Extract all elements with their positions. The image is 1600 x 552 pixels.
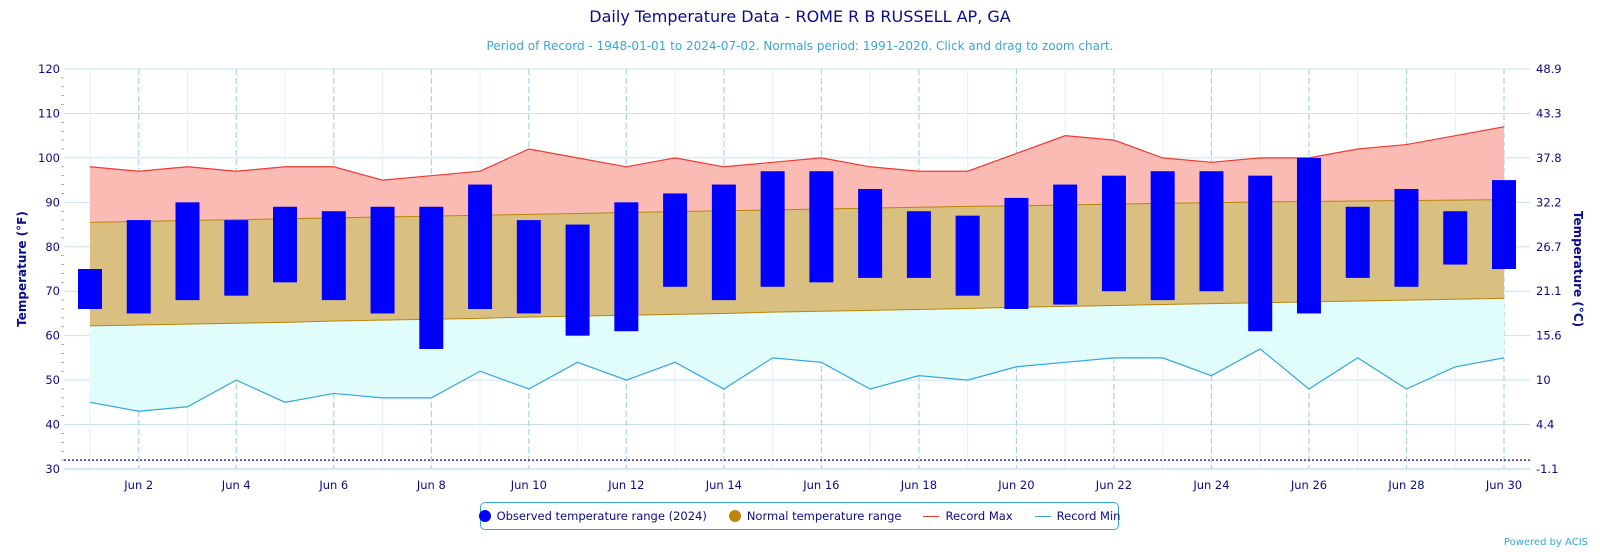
legend-record-max-label: Record Max	[945, 509, 1013, 523]
observed-bar-jun-10	[516, 220, 541, 314]
y-tick-label-left: 110	[38, 106, 60, 120]
y-tick-label-right: 26.7	[1536, 240, 1562, 254]
observed-bar-jun-11	[565, 224, 590, 336]
observed-bar-jun-4	[224, 220, 249, 296]
x-tick-label: Jun 4	[221, 478, 251, 492]
chart-title: Daily Temperature Data - ROME R B RUSSEL…	[589, 7, 1011, 26]
legend-normal-symbol	[728, 510, 741, 522]
legend-record-min-symbol	[1034, 515, 1051, 517]
observed-bar-jun-22	[1101, 175, 1126, 292]
legend-item-record-max[interactable]: Record Max	[923, 509, 1013, 523]
observed-bar-jun-28	[1394, 189, 1419, 287]
y-tick-label-left: 100	[38, 151, 60, 165]
record-min-line	[89, 348, 1505, 412]
y-tick-label-right: 21.1	[1536, 284, 1562, 298]
legend-item-normal[interactable]: Normal temperature range	[728, 509, 902, 523]
observed-bar-jun-20	[1004, 197, 1029, 309]
observed-bar-jun-17	[858, 189, 883, 278]
legend-item-record-min[interactable]: Record Min	[1034, 509, 1121, 523]
observed-bar-jun-2	[126, 220, 151, 314]
record-max-line	[89, 126, 1505, 181]
observed-bar-jun-8	[419, 206, 444, 349]
y-tick-label-right: 10	[1536, 373, 1551, 387]
observed-bar-jun-9	[468, 184, 493, 309]
x-tick-label: Jun 12	[607, 478, 644, 492]
observed-bar-jun-24	[1199, 171, 1224, 292]
normal-range-band	[90, 199, 1504, 326]
observed-bar-jun-12	[614, 202, 639, 332]
y-tick-label-right: 32.2	[1536, 195, 1562, 209]
y-tick-label-right: 48.9	[1536, 62, 1562, 76]
y-tick-label-left: 30	[45, 462, 60, 476]
x-tick-label: Jun 16	[802, 478, 839, 492]
x-tick-label: Jun 24	[1192, 478, 1229, 492]
observed-bar-jun-15	[760, 171, 785, 287]
chart-legend: Observed temperature range (2024) Normal…	[478, 502, 1121, 530]
observed-bar-jun-26	[1296, 157, 1321, 314]
y-tick-label-left: 80	[45, 240, 60, 254]
observed-bar-jun-13	[663, 193, 688, 287]
y-axis-title-right: Temperature (°C)	[1571, 211, 1585, 327]
x-tick-label: Jun 30	[1485, 478, 1522, 492]
observed-bar-jun-7	[370, 206, 395, 314]
y-tick-label-left: 90	[45, 195, 60, 209]
observed-bar-jun-25	[1248, 175, 1273, 332]
x-tick-label: Jun 22	[1095, 478, 1132, 492]
observed-bar-jun-3	[175, 202, 200, 301]
observed-bar-jun-21	[1053, 184, 1078, 305]
observed-bar-jun-18	[906, 211, 931, 278]
x-tick-label: Jun 6	[318, 478, 348, 492]
y-tick-label-right: 37.8	[1536, 151, 1562, 165]
x-tick-label: Jun 28	[1387, 478, 1424, 492]
observed-bar-jun-16	[809, 171, 834, 283]
x-tick-label: Jun 8	[416, 478, 446, 492]
record-min-area	[90, 298, 1504, 412]
y-tick-label-left: 60	[45, 329, 60, 343]
legend-normal-label: Normal temperature range	[746, 509, 902, 523]
observed-bar-jun-30	[1492, 180, 1516, 269]
powered-by-link[interactable]: Powered by ACIS	[1503, 537, 1588, 548]
y-tick-label-left: 70	[45, 284, 60, 298]
x-tick-label: Jun 18	[900, 478, 937, 492]
legend-record-max-symbol	[923, 515, 940, 517]
x-tick-label: Jun 26	[1290, 478, 1327, 492]
x-tick-label: Jun 10	[510, 478, 547, 492]
observed-bar-jun-27	[1345, 206, 1370, 278]
y-tick-label-left: 40	[45, 418, 60, 432]
y-tick-label-right: 43.3	[1536, 106, 1562, 120]
chart-subtitle: Period of Record - 1948-01-01 to 2024-07…	[486, 39, 1114, 53]
legend-observed-symbol	[478, 510, 491, 522]
legend-record-min-label: Record Min	[1056, 509, 1121, 523]
observed-bar-jun-23	[1150, 171, 1175, 301]
record-max-area	[90, 126, 1504, 223]
x-tick-label: Jun 2	[123, 478, 153, 492]
x-tick-label: Jun 20	[997, 478, 1034, 492]
observed-bar-jun-14	[711, 184, 736, 301]
observed-bar-jun-1	[78, 269, 102, 309]
y-tick-label-right: -1.1	[1536, 462, 1558, 476]
y-tick-label-right: 15.6	[1536, 329, 1562, 343]
legend-item-observed[interactable]: Observed temperature range (2024)	[478, 509, 707, 523]
y-axis-title-left: Temperature (°F)	[15, 211, 29, 327]
legend-observed-label: Observed temperature range (2024)	[496, 509, 707, 523]
y-tick-label-left: 50	[45, 373, 60, 387]
y-tick-label-left: 120	[38, 62, 60, 76]
observed-bar-jun-5	[273, 206, 298, 283]
y-tick-label-right: 4.4	[1536, 418, 1554, 432]
observed-bar-jun-6	[321, 211, 346, 301]
observed-bar-jun-29	[1443, 211, 1468, 265]
x-tick-label: Jun 14	[705, 478, 742, 492]
observed-bar-jun-19	[955, 215, 980, 296]
